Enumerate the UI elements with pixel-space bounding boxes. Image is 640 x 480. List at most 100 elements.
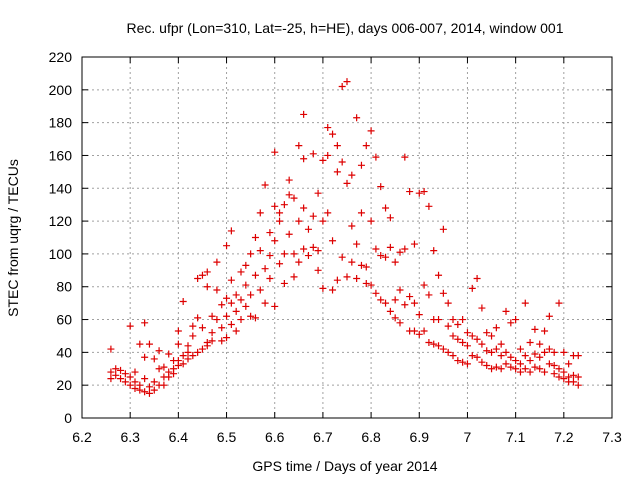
data-point [507,319,515,327]
data-point [415,330,423,338]
y-tick-label: 220 [49,49,73,65]
data-point [290,250,298,258]
data-point [309,212,317,220]
data-point [247,291,255,299]
data-point [271,148,279,156]
data-point [420,188,428,196]
data-point [516,360,524,368]
data-point [536,365,544,373]
data-point [300,155,308,163]
data-point [512,357,520,365]
data-point [271,302,279,310]
y-axis-label: STEC from uqrg / TECUs [5,159,21,317]
data-point [198,324,206,332]
data-point [309,243,317,251]
data-point [531,325,539,333]
y-tick-label: 80 [56,279,72,295]
data-point [242,302,250,310]
data-point [198,271,206,279]
x-tick-label: 6.6 [265,429,285,445]
data-point [213,258,221,266]
data-point [295,258,303,266]
data-point [338,253,346,261]
data-point [189,352,197,360]
data-point [348,258,356,266]
data-point [145,383,153,391]
data-point [295,142,303,150]
data-point [454,335,462,343]
data-point [353,240,361,248]
data-point [439,289,447,297]
data-point [516,345,524,353]
data-point [285,230,293,238]
data-point [367,217,375,225]
data-point [454,357,462,365]
y-tick-label: 40 [56,344,72,360]
data-point [329,130,337,138]
data-point [179,297,187,305]
data-point [396,286,404,294]
data-point [136,340,144,348]
x-tick-label: 7 [464,429,472,445]
data-point [372,153,380,161]
data-point [213,286,221,294]
data-point [174,327,182,335]
data-point [223,242,231,250]
data-point [208,329,216,337]
data-point [160,363,168,371]
data-point [276,209,284,217]
data-point [521,365,529,373]
data-point [444,299,452,307]
data-point [545,360,553,368]
data-point [314,266,322,274]
data-point [117,366,125,374]
data-point [107,368,115,376]
data-point [348,171,356,179]
data-point [435,316,443,324]
data-point [227,320,235,328]
data-point [141,319,149,327]
data-point [483,347,491,355]
data-point [237,268,245,276]
data-point [227,299,235,307]
data-point [459,316,467,324]
data-point [333,276,341,284]
data-point [521,299,529,307]
data-point [420,327,428,335]
x-tick-label: 7.1 [506,429,526,445]
data-point [488,332,496,340]
data-point [198,345,206,353]
data-point [203,283,211,291]
data-point [425,291,433,299]
data-point [247,312,255,320]
data-point [430,247,438,255]
data-point [497,365,505,373]
data-point [362,279,370,287]
data-point [430,340,438,348]
data-point [218,324,226,332]
y-tick-label: 0 [64,410,72,426]
x-tick-label: 6.5 [217,429,237,445]
data-point [112,371,120,379]
data-point [160,381,168,389]
data-point [300,110,308,118]
data-point [478,340,486,348]
data-point [574,352,582,360]
data-point [425,339,433,347]
data-point [121,370,129,378]
data-point [319,217,327,225]
data-point [194,314,202,322]
data-point [526,357,534,365]
x-tick-label: 6.3 [120,429,140,445]
data-point [468,352,476,360]
data-point [150,386,158,394]
data-point [319,284,327,292]
data-point [107,375,115,383]
data-point [285,191,293,199]
data-point [131,368,139,376]
data-point [251,271,259,279]
data-point [497,352,505,360]
data-point [478,358,486,366]
data-point [300,204,308,212]
